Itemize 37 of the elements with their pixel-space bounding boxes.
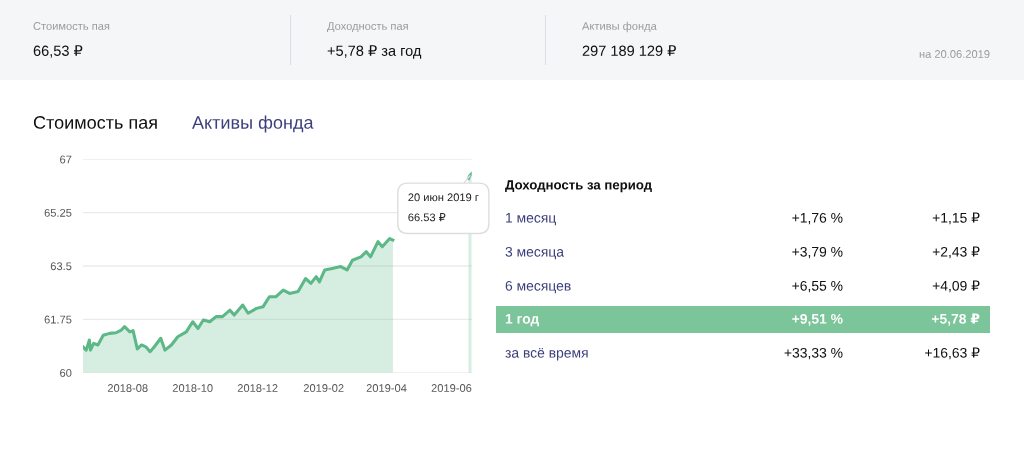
x-tick-label: 2019-06	[431, 384, 472, 392]
text: Стоимость пая	[33, 22, 110, 30]
text: +4,09 ₽	[932, 280, 980, 293]
y-tick-label: 61.75	[44, 315, 72, 324]
x-tick-label: 2019-02	[303, 384, 344, 392]
x-tick-label: 2018-12	[237, 384, 278, 392]
text: 3 месяца	[505, 246, 564, 260]
text: +16,63 ₽	[925, 347, 980, 360]
text: +1,76 %	[792, 212, 843, 225]
text: 66,53 ₽	[33, 45, 83, 58]
text: +6,55 %	[792, 280, 843, 293]
text: за всё время	[505, 348, 588, 361]
x-tick-label: 2019-04	[366, 384, 407, 392]
text: 297 189 129 ₽	[582, 45, 676, 56]
text: +5,78 ₽ за год	[327, 45, 422, 59]
text: +2,43 ₽	[932, 246, 980, 259]
x-tick-label: 2018-10	[172, 384, 213, 392]
text: +33,33 %	[784, 347, 843, 360]
annotation: 20 июн 2019 г 66.53 ₽	[408, 193, 479, 222]
text: +9,51 %	[792, 313, 843, 326]
text: Доходность за период	[505, 180, 652, 193]
text: 6 месяцев	[505, 280, 571, 294]
text: Доходность пая	[327, 22, 408, 33]
text: 1 месяц	[506, 213, 556, 226]
text: Активы фонда	[582, 21, 657, 33]
text: на 20.06.2019	[919, 50, 990, 58]
text: +5,78 ₽	[931, 313, 980, 326]
y-tick-label: 60	[60, 368, 72, 377]
text: +3,79 %	[792, 246, 843, 259]
text: 1 год	[505, 314, 540, 327]
chart-title: Стоимость пая	[33, 116, 157, 129]
y-tick-label: 65.25	[44, 208, 72, 217]
y-tick-label: 63.5	[50, 262, 72, 271]
text: Активы фонда	[192, 115, 314, 133]
text: +1,15 ₽	[932, 212, 980, 225]
x-tick-label: 2018-08	[107, 384, 148, 392]
y-tick-label: 67	[60, 155, 72, 164]
